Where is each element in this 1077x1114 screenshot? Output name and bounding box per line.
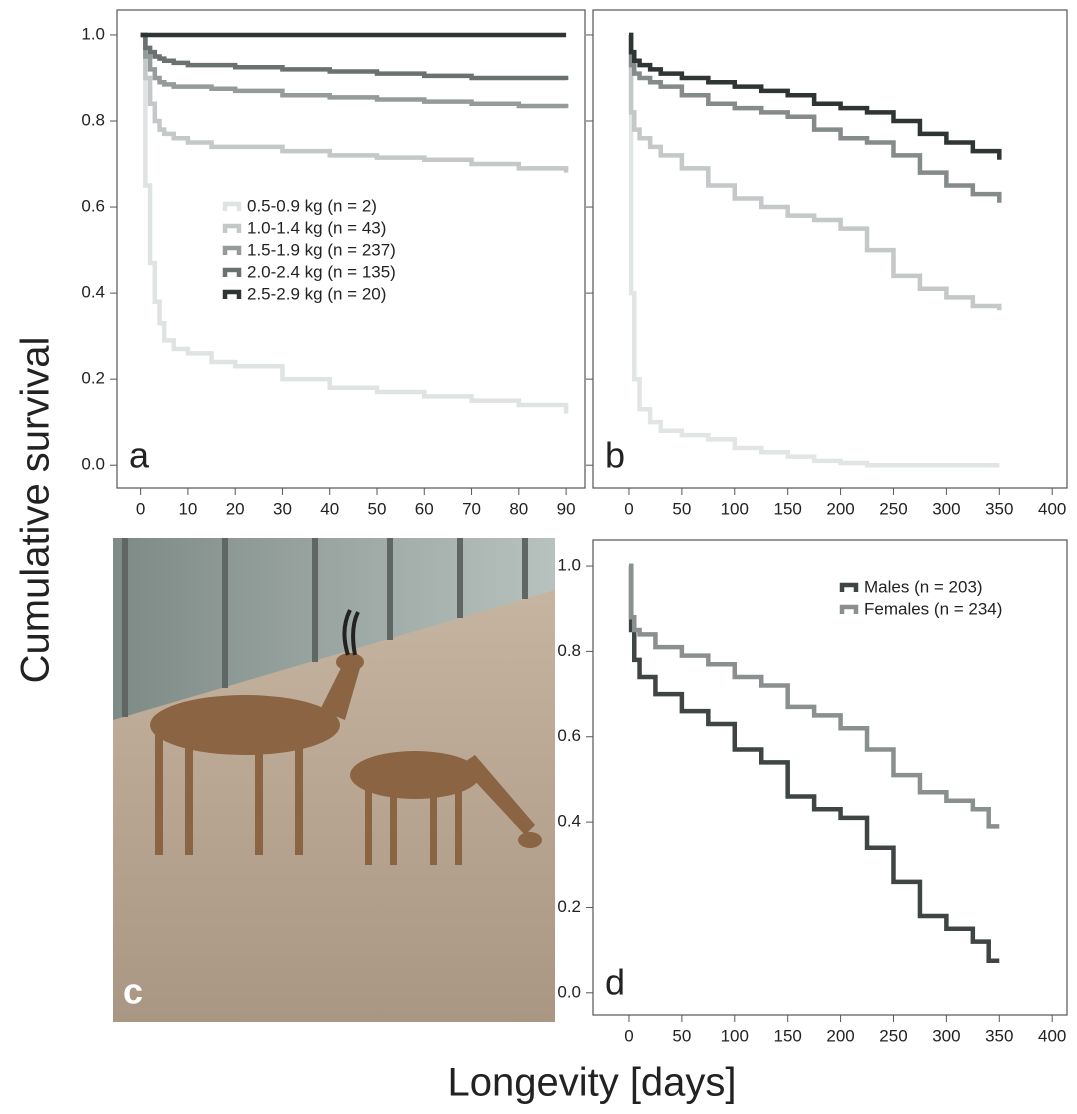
legend-key xyxy=(222,201,242,211)
x-tick-label: 20 xyxy=(226,499,245,518)
x-tick-label: 50 xyxy=(672,499,691,518)
y-tick-label: 0.4 xyxy=(81,283,105,302)
x-tick-label: 0 xyxy=(624,1026,633,1045)
x-tick-label: 350 xyxy=(985,1026,1013,1045)
y-tick-label: 0.6 xyxy=(81,197,105,216)
legend-key xyxy=(222,267,242,277)
x-tick-label: 30 xyxy=(273,499,292,518)
x-tick-label: 400 xyxy=(1038,499,1066,518)
x-tick-label: 300 xyxy=(932,499,960,518)
x-tick-label: 0 xyxy=(136,499,145,518)
panel-label: b xyxy=(605,435,625,476)
x-tick-label: 150 xyxy=(773,1026,801,1045)
x-tick-label: 60 xyxy=(415,499,434,518)
x-tick-label: 400 xyxy=(1038,1026,1066,1045)
plot-frame xyxy=(592,539,1068,1016)
x-tick-label: 40 xyxy=(320,499,339,518)
x-tick-label: 0 xyxy=(624,499,633,518)
x-tick-label: 200 xyxy=(826,1026,854,1045)
x-tick-label: 70 xyxy=(462,499,481,518)
x-tick-label: 100 xyxy=(721,499,749,518)
x-tick-label: 150 xyxy=(773,499,801,518)
survival-curve xyxy=(140,32,569,173)
x-tick-label: 50 xyxy=(672,1026,691,1045)
legend-label: 2.0-2.4 kg (n = 135) xyxy=(247,262,396,281)
y-tick-label: 1.0 xyxy=(81,24,105,43)
y-tick-label: 0.8 xyxy=(81,110,105,129)
y-tick-label: 0.2 xyxy=(557,897,581,916)
x-tick-label: 10 xyxy=(178,499,197,518)
y-tick-label: 0.2 xyxy=(81,369,105,388)
x-tick-label: 100 xyxy=(721,1026,749,1045)
survival-curve xyxy=(628,563,1000,829)
panel-label: d xyxy=(605,962,625,1003)
y-tick-label: 0.8 xyxy=(557,641,581,660)
x-axis-label: Longevity [days] xyxy=(447,1061,736,1105)
x-tick-label: 90 xyxy=(557,499,576,518)
y-tick-label: 0.6 xyxy=(557,726,581,745)
legend-key xyxy=(222,245,242,255)
y-tick-label: 0.0 xyxy=(81,455,105,474)
legend-key xyxy=(222,289,242,299)
survival-curve xyxy=(140,32,569,109)
survival-curve xyxy=(628,563,1000,964)
survival-curve xyxy=(628,32,1002,203)
survival-curve xyxy=(628,32,1000,468)
y-tick-label: 0.0 xyxy=(557,982,581,1001)
survival-curve xyxy=(140,32,569,81)
panel-label: a xyxy=(129,435,150,476)
panel-label: c xyxy=(123,971,143,1012)
legend-label: Males (n = 203) xyxy=(864,577,983,596)
x-tick-label: 300 xyxy=(932,1026,960,1045)
legend-label: 1.5-1.9 kg (n = 237) xyxy=(247,240,396,259)
survival-curve xyxy=(140,32,569,414)
x-tick-label: 50 xyxy=(368,499,387,518)
y-tick-label: 1.0 xyxy=(557,556,581,575)
y-tick-label: 0.4 xyxy=(557,812,581,831)
x-tick-label: 250 xyxy=(879,1026,907,1045)
survival-curve xyxy=(628,32,1002,311)
x-tick-label: 80 xyxy=(509,499,528,518)
legend-label: 0.5-0.9 kg (n = 2) xyxy=(247,196,377,215)
legend-label: 1.0-1.4 kg (n = 43) xyxy=(247,218,386,237)
legend-label: Females (n = 234) xyxy=(864,599,1002,618)
legend-key xyxy=(839,604,859,614)
x-tick-label: 250 xyxy=(879,499,907,518)
x-tick-label: 200 xyxy=(826,499,854,518)
legend-label: 2.5-2.9 kg (n = 20) xyxy=(247,284,386,303)
legend-key xyxy=(222,223,242,233)
survival-curve xyxy=(628,32,1002,160)
plot-frame xyxy=(592,9,1068,489)
plot-frame xyxy=(116,9,586,489)
legend-key xyxy=(839,582,859,592)
x-tick-label: 350 xyxy=(985,499,1013,518)
photo xyxy=(113,538,555,1022)
y-axis-label: Cumulative survival xyxy=(14,337,58,684)
